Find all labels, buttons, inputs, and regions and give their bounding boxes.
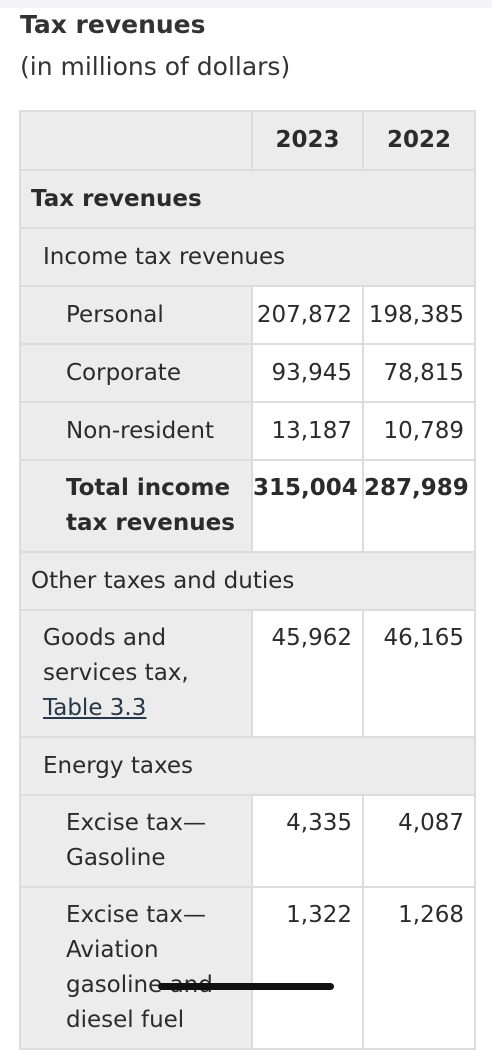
cell-total-income-2022: 287,989 xyxy=(362,459,476,553)
cell-aviation-2023: 1,322 xyxy=(251,886,364,1050)
row-label-excise-gasoline: Excise tax—Gasoline xyxy=(19,794,253,888)
table-row-total-income: Total income tax revenues 315,004 287,98… xyxy=(19,459,476,553)
section-income-tax-revenues: Income tax revenues xyxy=(19,227,476,287)
cell-personal-2023: 207,872 xyxy=(251,285,364,345)
header-empty-cell xyxy=(19,110,253,171)
cell-aviation-2022: 1,268 xyxy=(362,886,476,1050)
column-header-2022: 2022 xyxy=(362,110,476,171)
table-caption-subtitle: (in millions of dollars) xyxy=(20,52,291,81)
cell-corporate-2023: 93,945 xyxy=(251,343,364,403)
cell-non-resident-2023: 13,187 xyxy=(251,401,364,461)
table-row-personal: Personal 207,872 198,385 xyxy=(19,285,476,345)
cell-non-resident-2022: 10,789 xyxy=(362,401,476,461)
section-tax-revenues: Tax revenues xyxy=(19,169,476,229)
top-strip xyxy=(0,0,492,8)
section-row-other-taxes: Other taxes and duties xyxy=(19,551,476,611)
section-row-energy-taxes: Energy taxes xyxy=(19,736,476,796)
row-label-total-income-tax: Total income tax revenues xyxy=(19,459,253,553)
section-row-tax-revenues: Tax revenues xyxy=(19,169,476,229)
table-row-corporate: Corporate 93,945 78,815 xyxy=(19,343,476,403)
table-row-aviation: Excise tax—Aviation gasoline and diesel … xyxy=(19,886,476,1050)
row-label-excise-aviation: Excise tax—Aviation gasoline and diesel … xyxy=(19,886,253,1050)
row-label-goods-and-services-tax: Goods and services tax, Table 3.3 xyxy=(19,609,253,738)
column-header-2023: 2023 xyxy=(251,110,364,171)
table-row-non-resident: Non-resident 13,187 10,789 xyxy=(19,401,476,461)
cell-total-income-2023: 315,004 xyxy=(251,459,364,553)
table-3-3-link[interactable]: Table 3.3 xyxy=(43,695,147,721)
cell-gasoline-2023: 4,335 xyxy=(251,794,364,888)
cell-gasoline-2022: 4,087 xyxy=(362,794,476,888)
cell-corporate-2022: 78,815 xyxy=(362,343,476,403)
section-row-income-tax: Income tax revenues xyxy=(19,227,476,287)
tax-revenues-table: 2023 2022 Tax revenues Income tax revenu… xyxy=(19,110,476,1050)
home-indicator[interactable] xyxy=(158,983,334,990)
row-label-corporate: Corporate xyxy=(19,343,253,403)
row-label-personal: Personal xyxy=(19,285,253,345)
gst-label-text: Goods and services tax, xyxy=(43,625,189,686)
header-row: 2023 2022 xyxy=(19,110,476,171)
table-row-gst: Goods and services tax, Table 3.3 45,962… xyxy=(19,609,476,738)
cell-gst-2022: 46,165 xyxy=(362,609,476,738)
section-other-taxes-and-duties: Other taxes and duties xyxy=(19,551,476,611)
cell-personal-2022: 198,385 xyxy=(362,285,476,345)
table-row-gasoline: Excise tax—Gasoline 4,335 4,087 xyxy=(19,794,476,888)
cell-gst-2023: 45,962 xyxy=(251,609,364,738)
table-caption-title: Tax revenues xyxy=(20,10,206,39)
section-energy-taxes: Energy taxes xyxy=(19,736,476,796)
row-label-non-resident: Non-resident xyxy=(19,401,253,461)
